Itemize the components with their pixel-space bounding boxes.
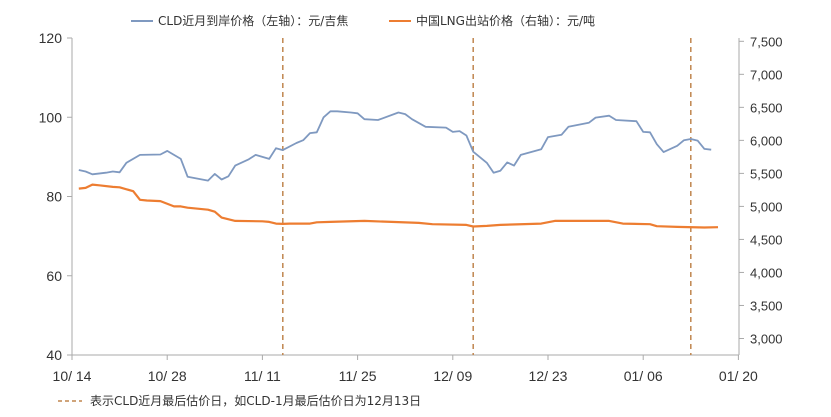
series-line-cld: [78, 110, 712, 182]
vertical-markers: [282, 38, 692, 355]
left-tick-label: 40: [46, 347, 62, 363]
x-tick-label: 01/ 06: [624, 368, 663, 384]
footnote: 表示CLD近月最后估价日，如CLD-1月最后估价日为12月13日: [58, 393, 421, 408]
left-tick-label: 100: [39, 109, 63, 125]
right-tick-label: 6,500: [750, 100, 783, 115]
series-line-lng: [78, 183, 719, 229]
x-tick-label: 12/ 09: [433, 368, 472, 384]
right-tick-label: 5,000: [750, 199, 783, 214]
right-tick-label: 5,500: [750, 166, 783, 181]
right-tick-label: 6,000: [750, 133, 783, 148]
x-tick-label: 12/ 23: [529, 368, 568, 384]
legend-label-cld: CLD近月到岸价格（左轴）：元/吉焦: [158, 13, 348, 28]
right-tick-label: 3,500: [750, 298, 783, 313]
left-tick-label: 80: [46, 189, 62, 205]
x-tick-label: 11/ 25: [339, 368, 377, 384]
right-tick-label: 3,000: [750, 331, 783, 346]
left-axis-ticks: 40 60 80 100 120: [39, 30, 72, 363]
right-tick-label: 4,000: [750, 265, 783, 280]
legend-label-lng: 中国LNG出站价格（右轴）：元/吨: [416, 13, 595, 28]
left-tick-label: 120: [39, 30, 63, 46]
x-tick-label: 10/ 28: [148, 368, 187, 384]
right-tick-label: 4,500: [750, 232, 783, 247]
x-axis-ticks: 10/ 14 10/ 28 11/ 11 11/ 25 12/ 09 12/ 23 01/ …: [53, 355, 758, 384]
right-tick-label: 7,500: [750, 34, 783, 49]
x-tick-label: 01/ 20: [719, 368, 758, 384]
right-tick-label: 7,000: [750, 67, 783, 82]
axes: [71, 38, 740, 356]
x-tick-label: 11/ 11: [244, 368, 281, 384]
left-tick-label: 60: [46, 268, 62, 284]
legend: CLD近月到岸价格（左轴）：元/吉焦 中国LNG出站价格（右轴）：元/吨: [131, 13, 595, 28]
right-axis-ticks: 3,000 3,500 4,000 4,500 5,000 5,500 6,000 6,500…: [739, 34, 783, 346]
x-tick-label: 10/ 14: [53, 368, 92, 384]
footnote-text: 表示CLD近月最后估价日，如CLD-1月最后估价日为12月13日: [90, 393, 421, 408]
